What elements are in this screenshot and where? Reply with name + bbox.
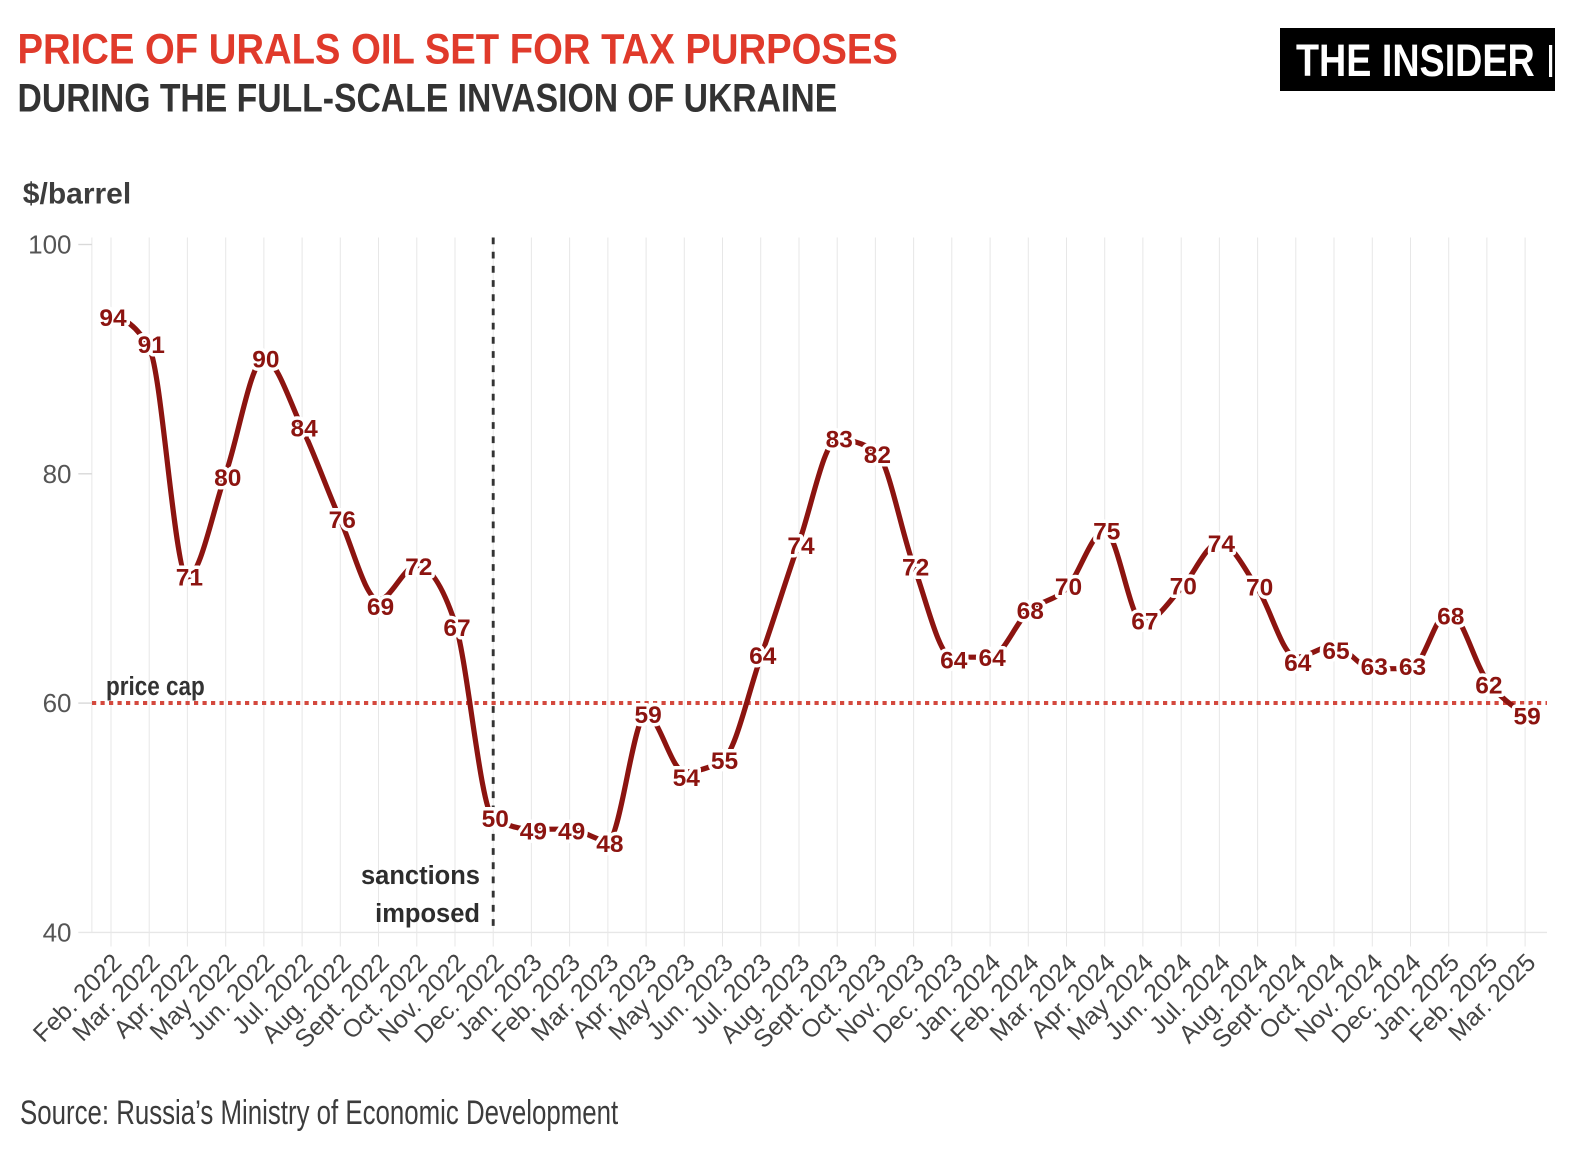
svg-text:63: 63 <box>1361 654 1388 681</box>
svg-text:imposed: imposed <box>375 900 480 928</box>
svg-text:70: 70 <box>1246 575 1273 602</box>
svg-text:94: 94 <box>99 305 127 332</box>
svg-text:64: 64 <box>940 648 968 675</box>
svg-text:THE INSIDER: THE INSIDER <box>1296 35 1535 86</box>
svg-text:84: 84 <box>290 415 318 442</box>
svg-text:59: 59 <box>634 702 661 729</box>
svg-text:62: 62 <box>1475 672 1502 699</box>
svg-text:72: 72 <box>902 555 929 582</box>
svg-text:64: 64 <box>978 645 1006 672</box>
svg-text:64: 64 <box>1284 650 1312 677</box>
svg-text:74: 74 <box>787 533 815 560</box>
svg-text:64: 64 <box>749 643 777 670</box>
svg-text:$/barrel: $/barrel <box>23 178 131 211</box>
svg-text:price cap: price cap <box>106 673 205 702</box>
svg-text:76: 76 <box>329 507 356 534</box>
svg-text:90: 90 <box>252 347 279 374</box>
svg-text:75: 75 <box>1093 519 1120 546</box>
svg-text:Source: Russia’s Ministry of E: Source: Russia’s Ministry of Economic De… <box>20 1095 619 1132</box>
svg-text:91: 91 <box>138 332 165 359</box>
svg-text:49: 49 <box>558 819 585 846</box>
svg-text:49: 49 <box>520 819 547 846</box>
svg-text:83: 83 <box>826 426 853 453</box>
svg-text:70: 70 <box>1170 574 1197 601</box>
svg-text:DURING THE FULL-SCALE INVASION: DURING THE FULL-SCALE INVASION OF UKRAIN… <box>18 76 838 120</box>
svg-text:PRICE OF URALS OIL SET FOR TAX: PRICE OF URALS OIL SET FOR TAX PURPOSES <box>18 25 898 73</box>
svg-text:70: 70 <box>1055 574 1082 601</box>
svg-text:50: 50 <box>482 806 509 833</box>
svg-text:82: 82 <box>864 442 891 469</box>
svg-text:68: 68 <box>1017 598 1044 625</box>
svg-text:100: 100 <box>28 230 71 260</box>
svg-text:55: 55 <box>711 748 738 775</box>
svg-text:74: 74 <box>1208 531 1236 558</box>
svg-text:65: 65 <box>1322 638 1349 665</box>
svg-text:71: 71 <box>176 565 203 592</box>
svg-text:72: 72 <box>405 554 432 581</box>
svg-text:80: 80 <box>43 459 72 489</box>
svg-text:67: 67 <box>1131 608 1158 635</box>
svg-text:54: 54 <box>673 765 701 792</box>
svg-text:68: 68 <box>1437 603 1464 630</box>
svg-text:sanctions: sanctions <box>361 862 480 890</box>
svg-text:48: 48 <box>596 831 623 858</box>
svg-text:69: 69 <box>367 594 394 621</box>
svg-text:40: 40 <box>43 917 72 947</box>
svg-text:59: 59 <box>1513 703 1540 730</box>
svg-text:67: 67 <box>443 615 470 642</box>
svg-text:60: 60 <box>43 688 72 718</box>
svg-text:80: 80 <box>214 465 241 492</box>
svg-text:63: 63 <box>1399 654 1426 681</box>
